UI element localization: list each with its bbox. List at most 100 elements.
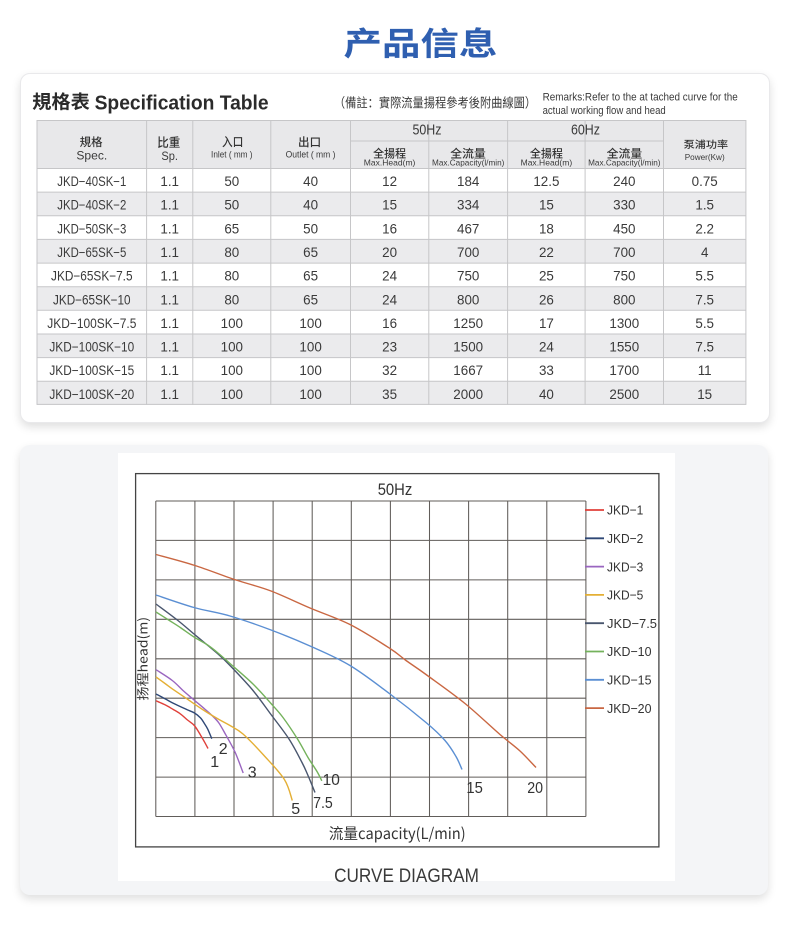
svg-text:700: 700 — [613, 245, 635, 260]
svg-text:24: 24 — [382, 269, 397, 284]
svg-text:JKD−65SK−5: JKD−65SK−5 — [57, 245, 126, 260]
svg-text:18: 18 — [538, 221, 553, 236]
svg-text:1.1: 1.1 — [160, 387, 179, 402]
svg-text:JKD−40SK−1: JKD−40SK−1 — [57, 174, 126, 189]
svg-text:20: 20 — [382, 245, 397, 260]
svg-text:80: 80 — [224, 269, 239, 284]
svg-text:23: 23 — [382, 340, 397, 355]
svg-text:JKD−100SK−7.5: JKD−100SK−7.5 — [47, 316, 136, 331]
svg-text:JKD−20: JKD−20 — [607, 700, 652, 715]
svg-text:16: 16 — [382, 316, 397, 331]
svg-text:1.1: 1.1 — [160, 363, 179, 378]
svg-text:50Hz: 50Hz — [412, 121, 441, 138]
svg-text:CURVE DIAGRAM: CURVE DIAGRAM — [334, 865, 479, 887]
svg-text:100: 100 — [299, 363, 321, 378]
svg-text:Max.Capacity(l/min): Max.Capacity(l/min) — [432, 157, 505, 167]
svg-text:40: 40 — [303, 198, 318, 213]
svg-text:20: 20 — [527, 780, 543, 797]
svg-text:1.1: 1.1 — [160, 269, 179, 284]
svg-text:100: 100 — [220, 316, 242, 331]
svg-text:100: 100 — [299, 316, 321, 331]
svg-text:1: 1 — [210, 754, 219, 771]
svg-text:15: 15 — [466, 780, 483, 797]
svg-text:16: 16 — [382, 221, 397, 236]
svg-text:1300: 1300 — [609, 316, 639, 331]
svg-text:22: 22 — [538, 245, 553, 260]
svg-text:JKD−40SK−2: JKD−40SK−2 — [57, 198, 126, 213]
svg-text:32: 32 — [382, 363, 397, 378]
svg-text:65: 65 — [224, 221, 239, 236]
svg-text:JKD−15: JKD−15 — [607, 672, 652, 687]
svg-text:100: 100 — [220, 387, 242, 402]
svg-text:800: 800 — [457, 292, 479, 307]
svg-text:1700: 1700 — [609, 363, 639, 378]
svg-text:65: 65 — [303, 292, 318, 307]
svg-text:JKD−100SK−15: JKD−100SK−15 — [49, 363, 134, 378]
svg-text:65: 65 — [303, 245, 318, 260]
svg-text:1.1: 1.1 — [160, 340, 179, 355]
svg-text:80: 80 — [224, 245, 239, 260]
svg-text:1.1: 1.1 — [160, 198, 179, 213]
svg-text:1667: 1667 — [453, 363, 483, 378]
svg-text:450: 450 — [613, 221, 635, 236]
svg-text:Power(Kw): Power(Kw) — [684, 152, 724, 162]
svg-text:2000: 2000 — [453, 387, 483, 402]
svg-text:750: 750 — [457, 269, 479, 284]
svg-text:1.1: 1.1 — [160, 292, 179, 307]
svg-text:Inlet ( mm ): Inlet ( mm ) — [211, 150, 253, 160]
svg-text:26: 26 — [538, 292, 553, 307]
svg-text:5.5: 5.5 — [695, 316, 714, 331]
svg-text:15: 15 — [538, 198, 553, 213]
svg-text:100: 100 — [220, 340, 242, 355]
svg-text:Max.Head(m): Max.Head(m) — [363, 157, 415, 167]
svg-text:7.5: 7.5 — [695, 340, 714, 355]
svg-text:5.5: 5.5 — [695, 269, 714, 284]
svg-text:60Hz: 60Hz — [571, 121, 600, 138]
svg-text:2: 2 — [219, 741, 228, 758]
svg-text:1.1: 1.1 — [160, 221, 179, 236]
svg-text:JKD−10: JKD−10 — [607, 644, 652, 659]
svg-text:11: 11 — [697, 363, 711, 378]
svg-text:100: 100 — [220, 363, 242, 378]
svg-text:80: 80 — [224, 292, 239, 307]
svg-text:JKD−100SK−20: JKD−100SK−20 — [49, 387, 134, 402]
svg-text:4: 4 — [700, 245, 708, 260]
svg-text:JKD−5: JKD−5 — [607, 587, 643, 602]
svg-text:1250: 1250 — [453, 316, 483, 331]
svg-text:50: 50 — [224, 198, 239, 213]
svg-text:240: 240 — [613, 174, 635, 189]
svg-text:100: 100 — [299, 340, 321, 355]
svg-text:7.5: 7.5 — [695, 292, 714, 307]
svg-text:12: 12 — [382, 174, 397, 189]
svg-text:24: 24 — [382, 292, 397, 307]
svg-text:1500: 1500 — [453, 340, 483, 355]
svg-text:2.2: 2.2 — [695, 221, 714, 236]
svg-text:24: 24 — [538, 340, 553, 355]
svg-text:Specification Table: Specification Table — [95, 92, 269, 115]
svg-text:33: 33 — [538, 363, 553, 378]
svg-text:1.1: 1.1 — [160, 316, 179, 331]
svg-text:3: 3 — [248, 764, 257, 781]
svg-text:40: 40 — [303, 174, 318, 189]
svg-text:15: 15 — [382, 198, 397, 213]
svg-text:1.1: 1.1 — [160, 245, 179, 260]
svg-text:65: 65 — [303, 269, 318, 284]
svg-text:25: 25 — [538, 269, 553, 284]
svg-text:184: 184 — [457, 174, 480, 189]
svg-text:2500: 2500 — [609, 387, 639, 402]
svg-text:330: 330 — [613, 198, 635, 213]
svg-text:Outlet ( mm ): Outlet ( mm ) — [285, 150, 335, 160]
svg-text:Max.Head(m): Max.Head(m) — [520, 157, 572, 167]
svg-text:1.1: 1.1 — [160, 174, 179, 189]
svg-text:700: 700 — [457, 245, 479, 260]
svg-text:5: 5 — [291, 801, 300, 818]
svg-text:50: 50 — [303, 221, 318, 236]
svg-text:35: 35 — [382, 387, 397, 402]
svg-text:800: 800 — [613, 292, 635, 307]
svg-text:40: 40 — [538, 387, 553, 402]
svg-text:10: 10 — [323, 772, 340, 789]
svg-text:JKD−50SK−3: JKD−50SK−3 — [57, 221, 126, 236]
svg-text:0.75: 0.75 — [691, 174, 717, 189]
svg-text:100: 100 — [299, 387, 321, 402]
svg-text:50: 50 — [224, 174, 239, 189]
